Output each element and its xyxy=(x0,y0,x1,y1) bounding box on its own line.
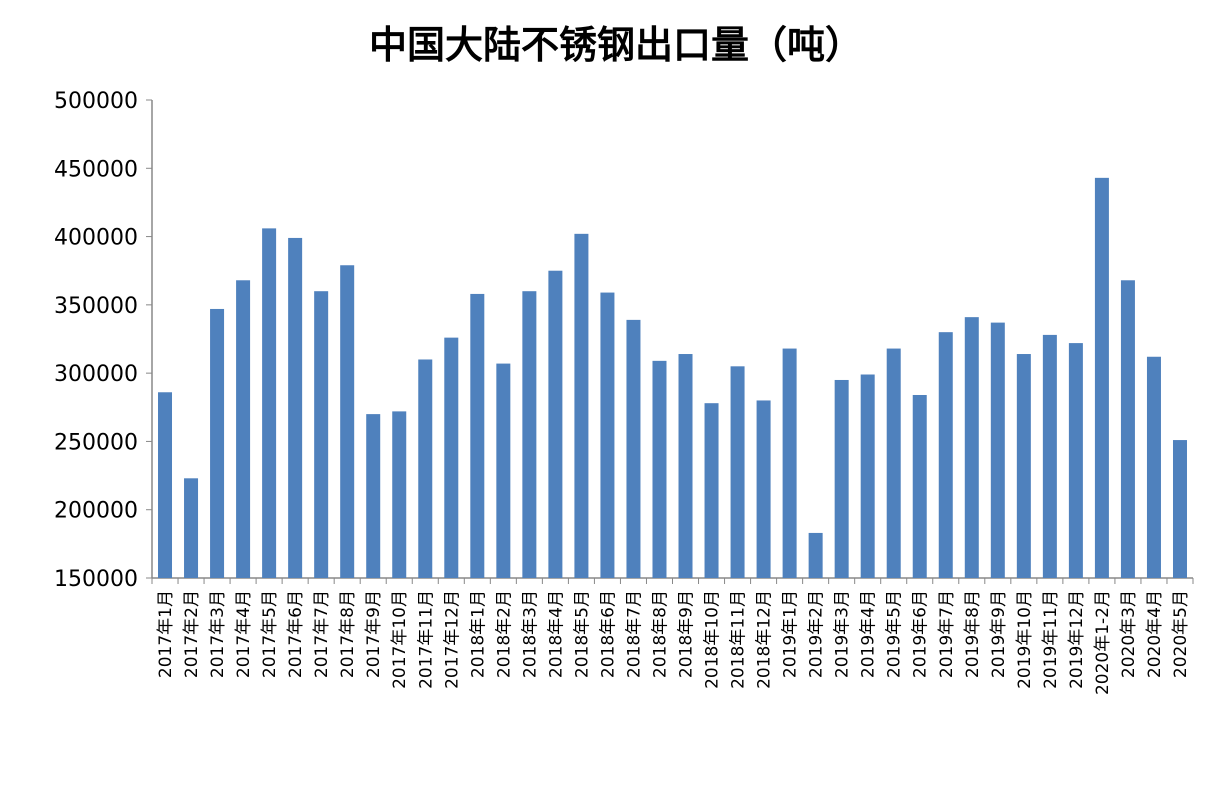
x-tick-label: 2018年8月 xyxy=(650,590,670,678)
x-tick-label: 2018年10月 xyxy=(703,590,723,689)
y-tick-label: 200000 xyxy=(54,499,138,524)
y-tick-label: 250000 xyxy=(54,430,138,455)
bar xyxy=(340,265,355,578)
bar xyxy=(470,293,485,578)
bar xyxy=(184,478,199,578)
x-tick-label: 2018年4月 xyxy=(546,590,566,678)
bar xyxy=(782,348,797,578)
bar xyxy=(626,319,641,578)
bar xyxy=(652,360,667,578)
x-tick-label: 2017年3月 xyxy=(208,590,228,678)
y-tick-label: 400000 xyxy=(54,226,138,251)
x-tick-label: 2018年2月 xyxy=(494,590,514,678)
bar xyxy=(860,374,875,578)
x-tick-label: 2018年11月 xyxy=(729,590,749,689)
bar xyxy=(990,322,1005,578)
x-tick-label: 2019年7月 xyxy=(937,590,957,678)
bar xyxy=(418,359,433,578)
bar xyxy=(912,394,927,578)
x-tick-label: 2017年12月 xyxy=(442,590,462,689)
bar xyxy=(496,363,511,578)
y-tick-label: 150000 xyxy=(54,567,138,592)
x-tick-label: 2017年11月 xyxy=(416,590,436,689)
x-tick-label: 2017年8月 xyxy=(338,590,358,678)
y-tick-label: 350000 xyxy=(54,294,138,319)
x-tick-label: 2019年12月 xyxy=(1067,590,1087,689)
x-tick-label: 2019年1月 xyxy=(781,590,801,678)
bar xyxy=(574,233,589,578)
x-tick-label: 2019年3月 xyxy=(833,590,853,678)
bar xyxy=(314,291,329,578)
bar xyxy=(444,337,459,578)
y-tick-label: 300000 xyxy=(54,362,138,387)
x-tick-label: 2018年7月 xyxy=(624,590,644,678)
bar xyxy=(886,348,901,578)
bar xyxy=(262,228,277,578)
bar xyxy=(210,308,225,578)
x-tick-label: 2018年9月 xyxy=(677,590,697,678)
bar xyxy=(834,379,849,578)
x-tick-label: 2017年5月 xyxy=(260,590,280,678)
bar xyxy=(600,292,615,578)
x-tick-label: 2017年10月 xyxy=(390,590,410,689)
bar xyxy=(730,366,745,578)
x-tick-label: 2019年9月 xyxy=(989,590,1009,678)
x-tick-label: 2020年3月 xyxy=(1119,590,1139,678)
bar xyxy=(288,237,303,579)
x-tick-label: 2018年12月 xyxy=(755,590,775,689)
bar xyxy=(1094,177,1109,579)
y-tick-label: 500000 xyxy=(54,89,138,114)
bar xyxy=(1016,354,1031,578)
bar xyxy=(1042,334,1057,578)
chart-title: 中国大陆不锈钢出口量（吨） xyxy=(368,22,863,67)
bar xyxy=(548,270,563,578)
x-tick-label: 2018年1月 xyxy=(468,590,488,678)
bar xyxy=(1146,356,1161,578)
x-tick-label: 2017年9月 xyxy=(364,590,384,678)
x-tick-label: 2019年5月 xyxy=(885,590,905,678)
bar xyxy=(1120,280,1135,578)
bar xyxy=(938,332,953,578)
bar xyxy=(366,414,381,578)
x-tick-label: 2019年8月 xyxy=(963,590,983,678)
x-tick-label: 2017年7月 xyxy=(312,590,332,678)
x-tick-label: 2017年2月 xyxy=(182,590,202,678)
bar xyxy=(756,400,771,578)
bar xyxy=(1068,343,1083,578)
x-tick-label: 2018年6月 xyxy=(598,590,618,678)
x-tick-label: 2019年6月 xyxy=(911,590,931,678)
x-tick-label: 2020年4月 xyxy=(1145,590,1165,678)
x-tick-label: 2019年10月 xyxy=(1015,590,1035,689)
bar xyxy=(704,403,719,578)
x-tick-label: 2018年5月 xyxy=(572,590,592,678)
x-tick-label: 2020年5月 xyxy=(1171,590,1191,678)
bar xyxy=(808,532,823,578)
x-tick-label: 2018年3月 xyxy=(520,590,540,678)
x-tick-label: 2017年4月 xyxy=(234,590,254,678)
bar xyxy=(522,291,537,578)
bar xyxy=(158,392,173,578)
x-tick-label: 2020年1-2月 xyxy=(1093,590,1113,695)
x-tick-label: 2019年4月 xyxy=(859,590,879,678)
bar xyxy=(236,280,251,578)
bar xyxy=(678,354,693,578)
x-tick-label: 2019年2月 xyxy=(807,590,827,678)
y-tick-label: 450000 xyxy=(54,157,138,182)
bar xyxy=(392,411,407,578)
x-tick-label: 2017年1月 xyxy=(156,590,176,678)
bar xyxy=(1172,440,1187,578)
x-tick-label: 2017年6月 xyxy=(286,590,306,678)
bar xyxy=(964,317,979,578)
x-tick-label: 2019年11月 xyxy=(1041,590,1061,689)
